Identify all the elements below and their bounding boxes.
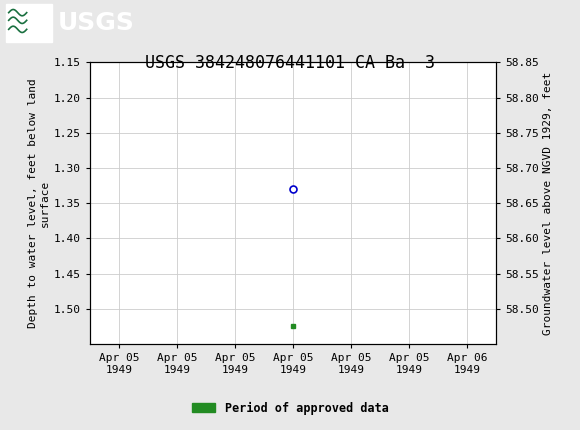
Text: USGS: USGS bbox=[58, 11, 135, 34]
Y-axis label: Depth to water level, feet below land
surface: Depth to water level, feet below land su… bbox=[28, 78, 50, 328]
FancyBboxPatch shape bbox=[6, 3, 52, 42]
Y-axis label: Groundwater level above NGVD 1929, feet: Groundwater level above NGVD 1929, feet bbox=[543, 71, 553, 335]
Legend: Period of approved data: Period of approved data bbox=[187, 397, 393, 420]
Text: USGS 384248076441101 CA Ba  3: USGS 384248076441101 CA Ba 3 bbox=[145, 54, 435, 72]
